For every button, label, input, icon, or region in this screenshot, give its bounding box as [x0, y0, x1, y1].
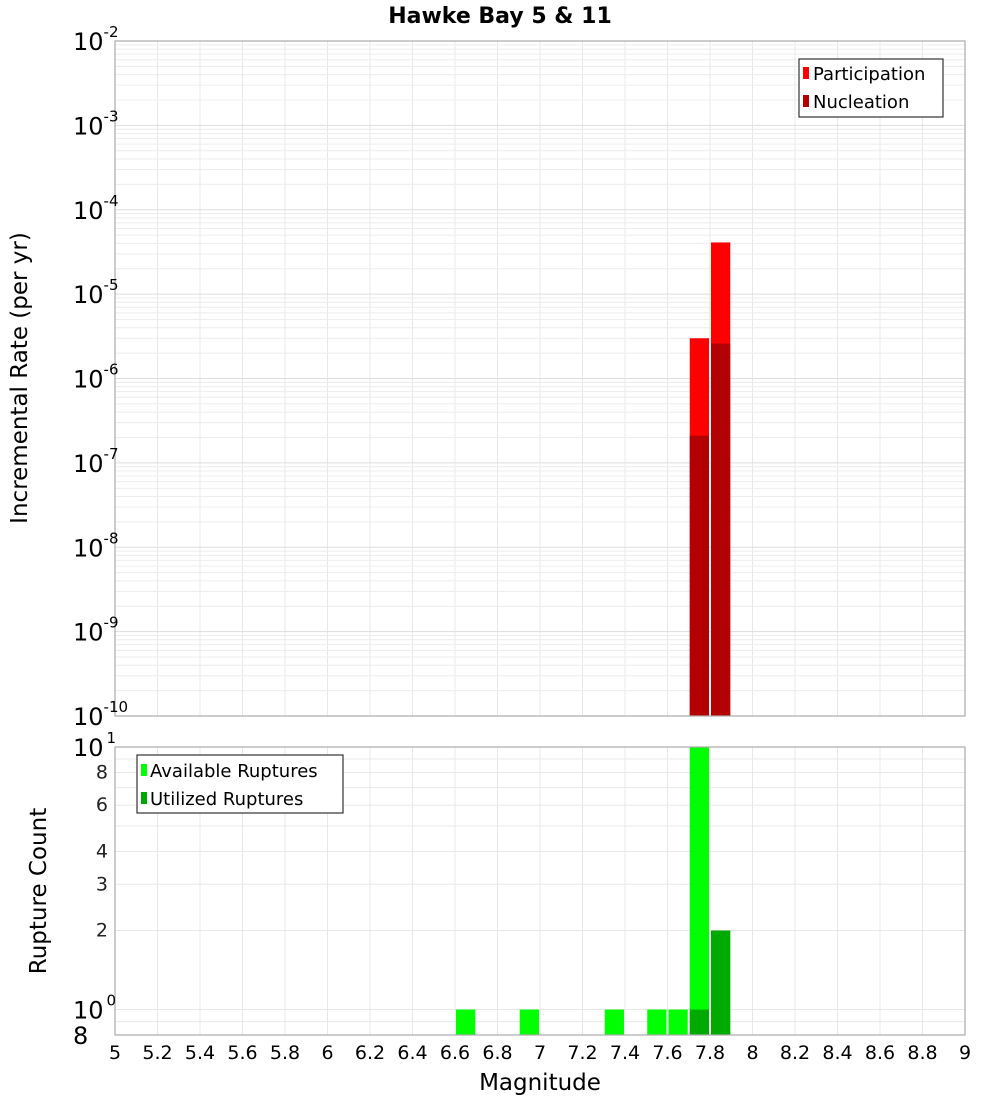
bottom-grid — [114, 747, 966, 1035]
x-tick-label: 8.6 — [865, 1042, 895, 1064]
x-tick-label: 7 — [534, 1042, 546, 1064]
x-tick-label: 8 — [746, 1042, 758, 1064]
x-tick-label: 5 — [109, 1042, 121, 1064]
x-tick-label: 7.6 — [652, 1042, 682, 1064]
bottom-legend-box — [136, 754, 344, 814]
y-tick-label: 10 1 — [73, 729, 116, 762]
top-y-tick-labels: 10-2 10-3 10-4 10-5 10-6 10-7 10-8 10-9 10-10 — [73, 23, 128, 731]
top-bars — [689, 242, 731, 716]
top-plot-border — [114, 40, 966, 717]
top-legend-box — [798, 58, 944, 118]
x-tick-label: 6 — [321, 1042, 333, 1064]
x-tick-label: 7.2 — [567, 1042, 597, 1064]
y-tick-label: 4 — [96, 840, 108, 862]
top-grid — [114, 41, 966, 717]
x-tick-label: 5.6 — [227, 1042, 257, 1064]
rate-plot-panel: 10-2 10-3 10-4 10-5 10-6 10-7 10-8 10-9 10-10 In… — [7, 23, 966, 731]
bottom-plot-border — [114, 746, 966, 1036]
y-tick-label: 6 — [96, 794, 108, 816]
bottom-bars — [456, 747, 731, 1035]
x-tick-label: 5.2 — [142, 1042, 172, 1064]
available-swatch-icon — [141, 764, 147, 776]
y-tick-label: 10-5 — [73, 276, 119, 309]
utilized-ruptures-bar — [689, 1009, 709, 1035]
y-tick-label: 8 — [96, 761, 108, 783]
y-tick-label: 10-3 — [73, 107, 119, 140]
available-ruptures-bar — [647, 1009, 667, 1035]
x-tick-label: 9 — [959, 1042, 971, 1064]
utilized-swatch-icon — [141, 792, 147, 804]
x-tick-label: 7.8 — [695, 1042, 725, 1064]
x-tick-label: 8.2 — [780, 1042, 810, 1064]
legend-participation-label: Participation — [813, 64, 925, 85]
utilized-ruptures-bar — [711, 930, 731, 1035]
legend-available-label: Available Ruptures — [150, 761, 318, 782]
top-y-axis-label: Incremental Rate (per yr) — [7, 232, 33, 524]
top-legend: Participation Nucleation — [798, 58, 944, 118]
bottom-legend: Available Ruptures Utilized Ruptures — [136, 754, 344, 814]
chart-title: Hawke Bay 5 & 11 — [388, 4, 612, 29]
y-tick-label: 8 — [73, 1022, 88, 1050]
x-tick-label: 6.8 — [482, 1042, 512, 1064]
y-tick-label: 10-10 — [73, 698, 128, 731]
legend-utilized-label: Utilized Ruptures — [150, 789, 303, 810]
x-tick-label: 8.4 — [822, 1042, 852, 1064]
nucleation-bar — [689, 435, 709, 716]
x-tick-label: 5.8 — [270, 1042, 300, 1064]
y-tick-label: 10 0 — [73, 992, 116, 1025]
x-tick-label: 7.4 — [610, 1042, 640, 1064]
available-ruptures-bar — [456, 1009, 476, 1035]
participation-swatch-icon — [803, 67, 809, 79]
bottom-y-axis-label: Rupture Count — [26, 808, 52, 974]
available-ruptures-bar — [668, 1009, 688, 1035]
x-tick-label: 6.6 — [440, 1042, 470, 1064]
x-tick-label: 6.4 — [397, 1042, 427, 1064]
available-ruptures-bar — [689, 747, 709, 1035]
available-ruptures-bar — [604, 1009, 624, 1035]
y-tick-label: 10-4 — [73, 192, 119, 225]
y-tick-label: 10-9 — [73, 614, 119, 647]
y-tick-label: 3 — [96, 873, 108, 895]
y-tick-label: 2 — [96, 920, 108, 942]
y-tick-label: 10-8 — [73, 529, 119, 562]
nucleation-bar — [711, 343, 731, 716]
x-axis-label: Magnitude — [479, 1070, 601, 1096]
y-tick-label: 10-2 — [73, 23, 119, 56]
y-tick-label: 10-7 — [73, 445, 119, 478]
x-tick-labels: 5 5.2 5.4 5.6 5.8 6 6.2 6.4 6.6 6.8 7 7.2 7.4 7.6 7.8 8… — [109, 1042, 971, 1064]
legend-nucleation-label: Nucleation — [813, 92, 909, 113]
available-ruptures-bar — [519, 1009, 539, 1035]
y-tick-label: 10-6 — [73, 361, 119, 394]
nucleation-swatch-icon — [803, 95, 809, 107]
x-tick-label: 8.8 — [907, 1042, 937, 1064]
x-tick-label: 5.4 — [185, 1042, 215, 1064]
x-tick-label: 6.2 — [355, 1042, 385, 1064]
